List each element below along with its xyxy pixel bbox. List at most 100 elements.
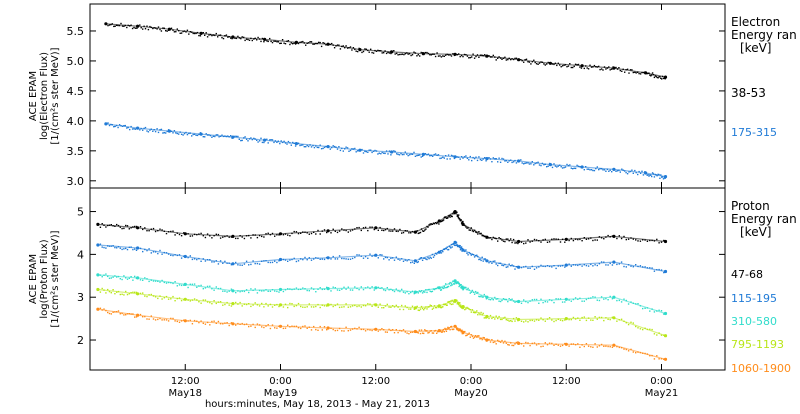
data-dot-proton	[395, 230, 397, 232]
data-point-electron	[517, 58, 521, 62]
data-dot-proton	[172, 282, 174, 285]
data-dot-proton	[134, 225, 136, 228]
data-dot-electron	[466, 55, 469, 57]
data-dot-proton	[326, 231, 328, 234]
data-dot-proton	[598, 263, 601, 265]
data-dot-proton	[224, 303, 226, 306]
data-point-proton	[413, 230, 417, 234]
data-point-electron	[644, 171, 648, 175]
data-dot-proton	[144, 227, 146, 229]
data-dot-proton	[538, 343, 540, 345]
data-dot-electron	[147, 131, 150, 133]
data-dot-proton	[482, 312, 484, 315]
data-dot-proton	[226, 235, 228, 237]
data-dot-electron	[615, 66, 617, 69]
data-dot-proton	[413, 292, 415, 295]
data-dot-electron	[331, 146, 333, 149]
data-dot-proton	[515, 242, 518, 244]
data-dot-proton	[110, 245, 112, 247]
data-dot-proton	[600, 296, 603, 298]
data-dot-proton	[555, 298, 557, 300]
data-dot-electron	[333, 47, 336, 49]
data-dot-proton	[480, 295, 482, 297]
data-dot-electron	[349, 149, 352, 152]
data-dot-electron	[587, 168, 590, 170]
data-dot-proton	[495, 237, 497, 240]
data-dot-proton	[388, 259, 390, 261]
data-dot-proton	[250, 325, 252, 327]
data-point-proton	[278, 324, 283, 328]
data-dot-proton	[371, 226, 373, 228]
data-dot-proton	[310, 329, 313, 331]
data-dot-electron	[371, 151, 373, 154]
data-dot-proton	[150, 315, 152, 317]
data-dot-proton	[258, 305, 261, 307]
data-dot-proton	[453, 283, 456, 285]
data-dot-electron	[559, 164, 561, 166]
data-dot-proton	[464, 224, 466, 227]
data-dot-proton	[611, 346, 614, 348]
data-dot-proton	[484, 235, 487, 238]
data-dot-proton	[598, 316, 601, 319]
data-dot-electron	[456, 54, 458, 56]
data-dot-proton	[637, 240, 639, 242]
y-tick-label-electron: 4.5	[67, 85, 85, 98]
data-dot-proton	[239, 264, 241, 266]
data-dot-proton	[388, 328, 390, 331]
data-dot-proton	[499, 300, 502, 303]
data-dot-proton	[150, 252, 152, 254]
data-dot-proton	[642, 352, 644, 354]
data-dot-proton	[551, 238, 553, 240]
data-point-electron	[485, 157, 489, 161]
data-dot-proton	[269, 234, 272, 236]
data-dot-proton	[434, 288, 437, 290]
data-dot-proton	[193, 319, 196, 322]
data-point-electron	[358, 148, 362, 152]
data-dot-proton	[579, 346, 581, 348]
data-dot-proton	[465, 226, 467, 228]
data-dot-electron	[524, 162, 526, 164]
data-dot-proton	[399, 329, 401, 332]
data-dot-proton	[570, 300, 572, 302]
data-dot-proton	[489, 314, 492, 317]
data-point-electron	[294, 142, 298, 146]
data-dot-electron	[118, 24, 121, 27]
data-dot-proton	[228, 236, 230, 238]
data-dot-electron	[129, 128, 131, 131]
data-dot-proton	[121, 278, 123, 281]
data-dot-proton	[594, 343, 596, 345]
data-dot-electron	[553, 63, 555, 66]
data-dot-proton	[252, 289, 254, 291]
data-dot-electron	[173, 130, 176, 132]
data-dot-proton	[627, 264, 630, 266]
data-dot-proton	[533, 320, 536, 322]
data-dot-electron	[375, 50, 378, 52]
data-dot-proton	[198, 285, 200, 287]
legend-entry-electron: 38-53	[731, 86, 766, 100]
data-point-electron	[326, 145, 330, 149]
data-dot-proton	[498, 300, 500, 302]
data-dot-proton	[482, 235, 484, 237]
data-dot-electron	[651, 74, 653, 76]
data-dot-proton	[261, 302, 263, 305]
data-dot-proton	[304, 325, 306, 327]
data-dot-proton	[341, 288, 343, 290]
data-point-proton	[326, 287, 330, 291]
data-dot-proton	[637, 265, 639, 268]
data-dot-electron	[121, 25, 124, 27]
y-tick-label-proton: 3	[77, 291, 84, 304]
data-dot-proton	[206, 321, 209, 324]
data-dot-electron	[316, 42, 318, 45]
data-dot-proton	[289, 288, 291, 290]
data-point-electron	[294, 40, 298, 45]
data-dot-proton	[525, 242, 527, 244]
data-dot-proton	[460, 305, 462, 308]
data-dot-electron	[198, 34, 200, 37]
data-dot-electron	[342, 45, 344, 47]
data-dot-proton	[477, 233, 479, 235]
data-dot-proton	[436, 332, 438, 334]
data-dot-electron	[629, 170, 632, 173]
data-dot-proton	[142, 228, 144, 231]
data-dot-proton	[456, 214, 459, 216]
data-dot-electron	[625, 69, 627, 71]
